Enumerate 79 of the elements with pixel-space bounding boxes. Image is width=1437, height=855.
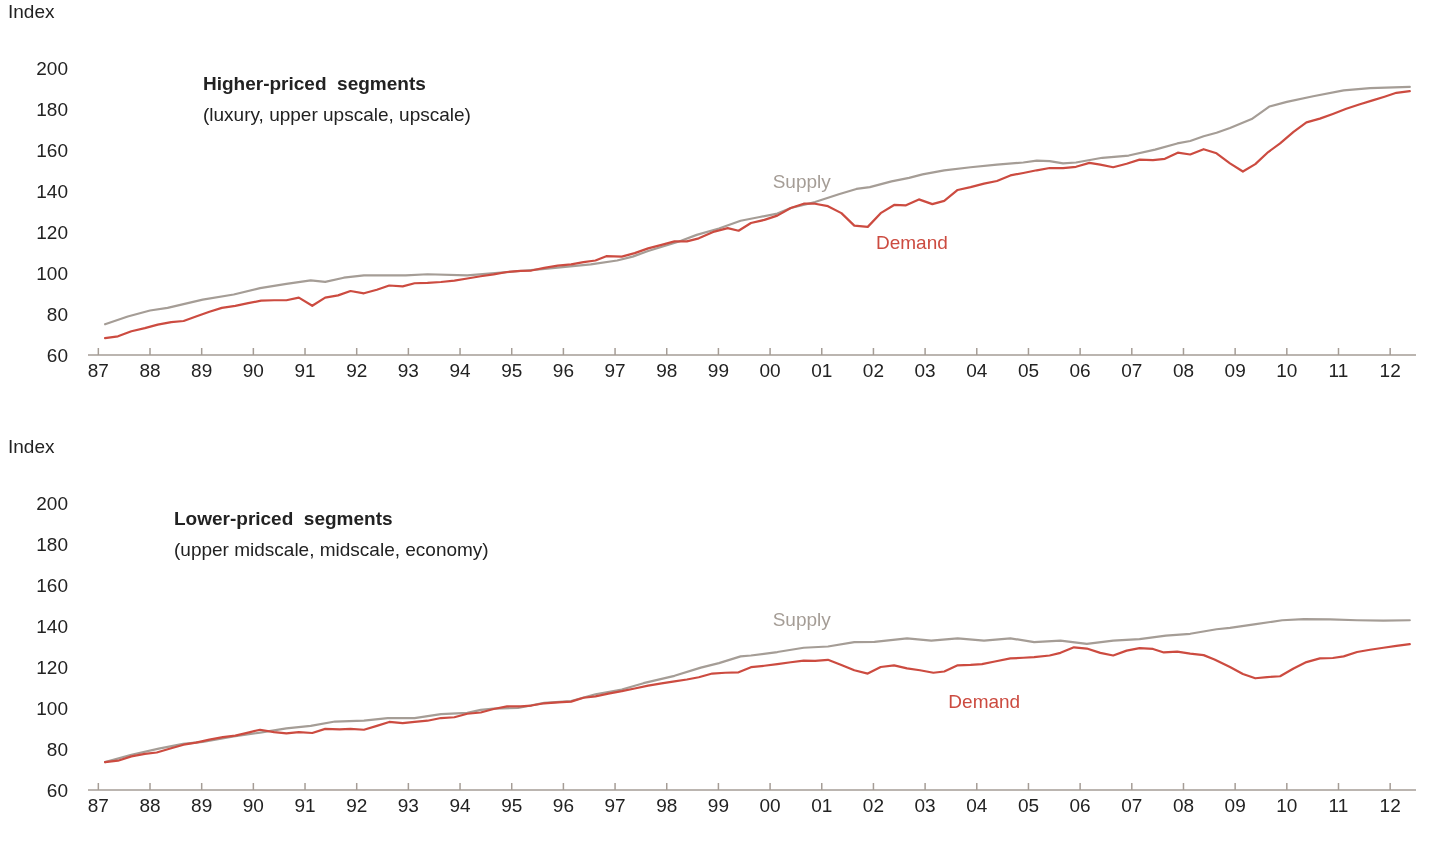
x-tick-label: 07 — [1121, 360, 1143, 381]
x-tick-label: 09 — [1224, 360, 1246, 381]
y-tick-label: 100 — [36, 697, 68, 719]
x-tick-label: 06 — [1069, 360, 1091, 381]
x-tick-label: 04 — [966, 360, 988, 381]
y-tick-label: 120 — [36, 656, 68, 678]
y-tick-label: 200 — [36, 57, 68, 79]
x-tick-label: 03 — [914, 360, 936, 381]
x-tick-label: 07 — [1121, 795, 1143, 816]
y-tick-label: 80 — [46, 303, 68, 325]
x-tick-label: 01 — [811, 795, 833, 816]
x-tick-label: 87 — [87, 360, 109, 381]
x-tick-label: 11 — [1328, 360, 1349, 381]
x-tick-label: 97 — [604, 360, 626, 381]
y-axis-title: Index — [8, 436, 55, 457]
x-tick-label: 00 — [759, 360, 781, 381]
x-tick-label: 98 — [656, 795, 678, 816]
y-tick-label: 160 — [36, 574, 68, 596]
x-tick-label: 89 — [191, 795, 213, 816]
chart-title: Higher-priced segments — [203, 73, 426, 94]
x-tick-label: 12 — [1379, 360, 1401, 381]
y-tick-label: 80 — [46, 738, 68, 760]
x-tick-label: 95 — [501, 795, 523, 816]
x-tick-label: 92 — [346, 360, 368, 381]
series-label: Demand — [876, 232, 948, 254]
x-tick-label: 94 — [449, 360, 472, 381]
x-tick-label: 96 — [552, 795, 574, 816]
x-tick-label: 96 — [552, 360, 574, 381]
x-tick-label: 09 — [1224, 795, 1246, 816]
x-tick-label: 10 — [1276, 795, 1298, 816]
text: (upper midscale, midscale, economy) — [174, 539, 489, 560]
y-tick-label: 200 — [36, 492, 68, 514]
x-tick-label: 00 — [759, 795, 781, 816]
y-tick-label: 180 — [36, 533, 68, 555]
x-tick-label: 92 — [346, 795, 368, 816]
y-tick-label: 180 — [36, 98, 68, 120]
x-tick-label: 08 — [1172, 795, 1195, 816]
x-tick-label: 93 — [397, 360, 419, 381]
x-tick-label: 08 — [1172, 360, 1195, 381]
x-tick-label: 05 — [1017, 360, 1040, 381]
x-tick-label: 90 — [242, 360, 264, 381]
y-tick-label: 60 — [46, 344, 68, 366]
x-tick-label: 97 — [604, 795, 626, 816]
x-tick-label: 04 — [966, 795, 988, 816]
x-tick-label: 99 — [707, 360, 729, 381]
y-tick-label: 140 — [36, 615, 68, 637]
x-tick-label: 91 — [294, 795, 316, 816]
x-tick-label: 94 — [449, 795, 472, 816]
y-tick-label: 100 — [36, 262, 68, 284]
x-tick-label: 90 — [242, 795, 264, 816]
x-tick-label: 93 — [397, 795, 419, 816]
x-tick-label: 06 — [1069, 795, 1091, 816]
x-tick-label: 03 — [914, 795, 936, 816]
x-tick-label: 88 — [139, 360, 161, 381]
y-tick-label: 160 — [36, 139, 68, 161]
chart-title: Lower-priced segments — [174, 508, 393, 529]
x-tick-label: 01 — [811, 360, 833, 381]
x-tick-label: 91 — [294, 360, 316, 381]
series-label: Supply — [772, 609, 832, 631]
x-tick-label: 02 — [862, 795, 884, 816]
x-tick-label: 87 — [87, 795, 109, 816]
x-tick-label: 11 — [1328, 795, 1349, 816]
series-label: Supply — [772, 170, 832, 192]
x-tick-label: 95 — [501, 360, 523, 381]
y-axis-title: Index — [8, 1, 55, 22]
y-tick-label: 140 — [36, 180, 68, 202]
x-tick-label: 12 — [1379, 795, 1401, 816]
text: (luxury, upper upscale, upscale) — [203, 104, 471, 125]
x-tick-label: 10 — [1276, 360, 1298, 381]
x-tick-label: 88 — [139, 795, 161, 816]
series-label: Demand — [948, 690, 1021, 712]
x-tick-label: 02 — [862, 360, 884, 381]
x-tick-label: 89 — [191, 360, 213, 381]
x-tick-label: 05 — [1017, 795, 1040, 816]
x-tick-label: 99 — [707, 795, 729, 816]
y-tick-label: 60 — [46, 779, 68, 801]
line-series — [103, 642, 1411, 764]
y-tick-label: 120 — [36, 221, 68, 243]
x-tick-label: 98 — [656, 360, 678, 381]
